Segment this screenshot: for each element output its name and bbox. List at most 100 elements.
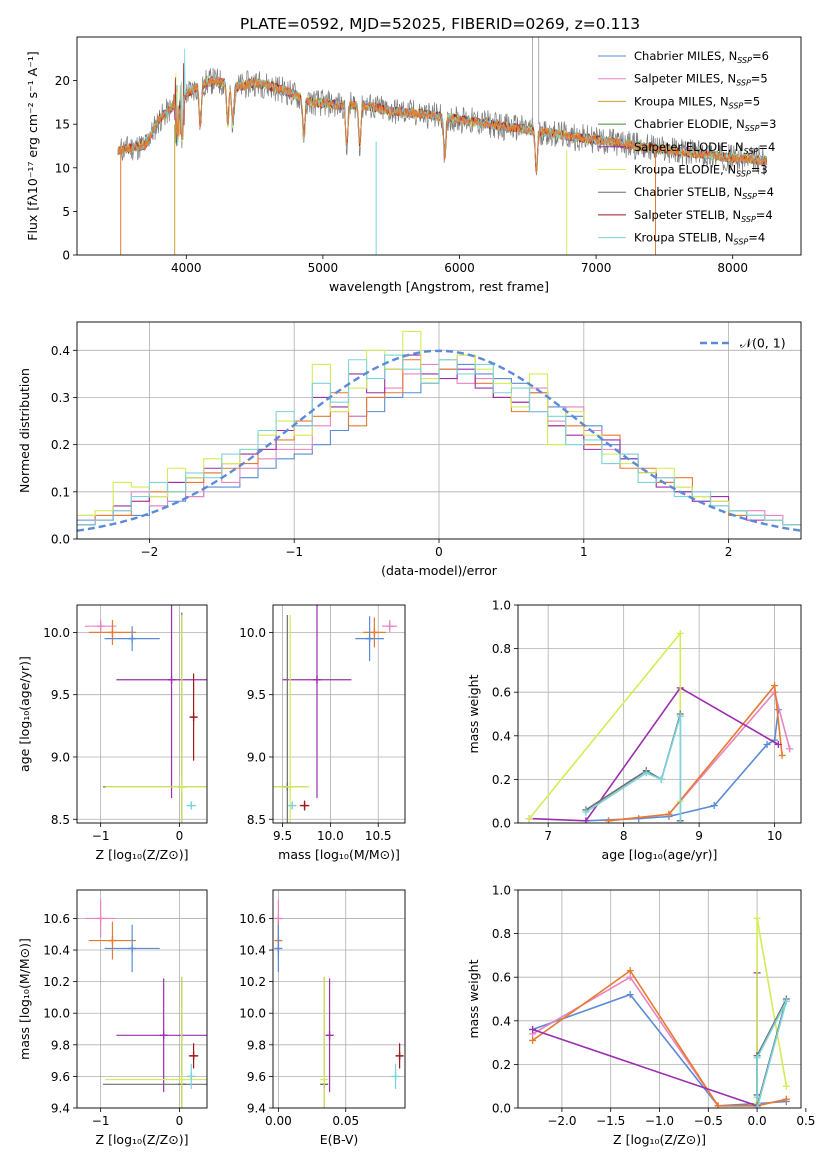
data-point — [370, 628, 379, 637]
data-point — [753, 914, 761, 922]
legend-label: Kroupa STELIB, NSSP=4 — [634, 231, 765, 247]
y-tick-label: 0 — [62, 249, 70, 263]
y-tick-label: 5 — [62, 205, 70, 219]
y-tick-label: 0.4 — [492, 1014, 511, 1028]
y-tick-label: 1.0 — [492, 884, 511, 898]
y-tick-label: 9.4 — [247, 1102, 266, 1116]
x-tick-label: 7000 — [581, 261, 612, 275]
plot-area-residuals — [77, 322, 801, 539]
data-point — [96, 914, 105, 923]
plot-area-spectrum — [117, 37, 767, 255]
data-point — [286, 782, 295, 791]
data-point — [782, 1095, 790, 1103]
x-tick-label: −1.5 — [596, 1114, 625, 1128]
legend-label: Salpeter STELIB, NSSP=4 — [634, 208, 773, 224]
y-tick-label: 0.6 — [492, 971, 511, 985]
y-tick-label: 10.0 — [43, 1007, 70, 1021]
x-tick-label: 10.5 — [365, 829, 392, 843]
data-point — [177, 1075, 186, 1084]
y-tick-label: 9.0 — [51, 750, 70, 764]
legend-label: Salpeter MILES, NSSP=5 — [634, 72, 768, 88]
plot-area-mass_vs_Z — [77, 890, 207, 1108]
x-tick-label: −1 — [285, 545, 303, 559]
data-point — [300, 801, 309, 810]
axes-weight_vs_age: 7 8 9 10 0.0 0.2 0.4 0.6 0.8 1.0 age [log₁₀(age/yr… — [466, 599, 802, 862]
y-tick-label: 9.8 — [51, 1038, 70, 1052]
data-point — [582, 817, 590, 823]
data-point — [128, 634, 137, 643]
series-line — [529, 686, 779, 822]
x-tick-label: 0 — [435, 545, 443, 559]
x-tick-label: 2 — [725, 545, 733, 559]
x-axis-label: age [log₁₀(age/yr)] — [602, 847, 718, 862]
axes-age_vs_mass: 9.5 10.0 10.5 8.5 9.0 9.5 10.0 mass [log₁₀(M/M⊙… — [239, 604, 406, 862]
y-tick-label: 0.6 — [492, 686, 511, 700]
y-tick-label: 1.0 — [492, 599, 511, 613]
axes-frame — [76, 889, 208, 1109]
data-point — [325, 1031, 334, 1040]
axes-age_vs_Z: −1 0 8.5 9.0 9.5 10.0 Z [log₁₀(Z/Z⊙)] age [log₁… — [17, 604, 208, 862]
axes-mass_vs_ebv: 0.00 0.05 9.4 9.6 9.8 10.0 10.2 10.4 10.6 E(B-V) — [239, 889, 406, 1147]
x-tick-label: 4000 — [171, 261, 202, 275]
axes-frame — [76, 604, 208, 824]
x-tick-label: 5000 — [308, 261, 339, 275]
data-point — [274, 914, 283, 923]
x-axis-label: E(B-V) — [320, 1132, 359, 1147]
axes-mass_vs_Z: −1 0 9.4 9.6 9.8 10.0 10.2 10.4 10.6 Z [log₁₀(Z/Z… — [17, 889, 208, 1147]
y-tick-label: 9.6 — [247, 1070, 266, 1084]
y-tick-label: 8.5 — [247, 813, 266, 827]
data-point — [778, 751, 786, 759]
axes-frame — [517, 889, 802, 1109]
data-point — [320, 1075, 329, 1084]
y-tick-label: 9.0 — [247, 750, 266, 764]
data-point — [753, 1104, 761, 1108]
normal-curve — [77, 349, 801, 532]
data-point — [626, 967, 634, 975]
y-axis-label: mass weight — [466, 959, 481, 1038]
x-tick-label: 8 — [620, 829, 628, 843]
data-point — [529, 1036, 537, 1044]
y-tick-label: 0.4 — [51, 344, 70, 358]
legend: 𝒩(0, 1) — [700, 336, 786, 351]
data-point — [189, 713, 198, 722]
data-point — [763, 741, 771, 749]
y-tick-label: 0.0 — [492, 817, 511, 831]
legend-label: Chabrier STELIB, NSSP=4 — [634, 185, 774, 201]
y-tick-label: 10.6 — [43, 912, 70, 926]
data-point — [786, 745, 794, 753]
data-point — [108, 628, 117, 637]
y-tick-label: 0.0 — [492, 1102, 511, 1116]
data-point — [714, 1102, 722, 1108]
x-tick-label: 7 — [544, 829, 552, 843]
histogram-step — [77, 354, 801, 526]
y-tick-label: 9.5 — [51, 688, 70, 702]
x-tick-label: −1 — [92, 1114, 110, 1128]
y-tick-label: 20 — [55, 74, 70, 88]
x-tick-label: 10.0 — [317, 829, 344, 843]
data-point — [626, 991, 634, 999]
data-point — [710, 802, 718, 810]
y-tick-label: 0.8 — [492, 642, 511, 656]
y-tick-label: 10.6 — [239, 912, 266, 926]
data-point — [626, 973, 634, 981]
data-point — [274, 944, 283, 953]
axes-residuals: −2 −1 0 1 2 0.0 0.1 0.2 0.3 0.4 (data-model)/error… — [17, 321, 802, 578]
x-tick-label: −1 — [92, 829, 110, 843]
y-tick-label: 10.0 — [43, 626, 70, 640]
x-tick-label: 10 — [767, 829, 782, 843]
data-point — [782, 1082, 790, 1090]
x-axis-label: Z [log₁₀(Z/Z⊙)] — [613, 1132, 706, 1147]
y-axis-label: Normed distribution — [17, 368, 32, 493]
y-axis-label: age [log₁₀(age/yr)] — [17, 656, 32, 772]
legend-label: Kroupa ELODIE, NSSP=3 — [634, 163, 768, 179]
model-spectrum — [117, 76, 767, 174]
x-axis-label: wavelength [Angstrom, rest frame] — [329, 279, 549, 294]
y-tick-label: 15 — [55, 118, 70, 132]
x-tick-label: −2.0 — [547, 1114, 576, 1128]
x-tick-label: 1 — [580, 545, 588, 559]
x-tick-label: 9.5 — [273, 829, 292, 843]
axes-frame — [272, 889, 406, 1109]
data-point — [128, 944, 137, 953]
data-point — [391, 1072, 400, 1081]
y-tick-label: 10.2 — [239, 975, 266, 989]
